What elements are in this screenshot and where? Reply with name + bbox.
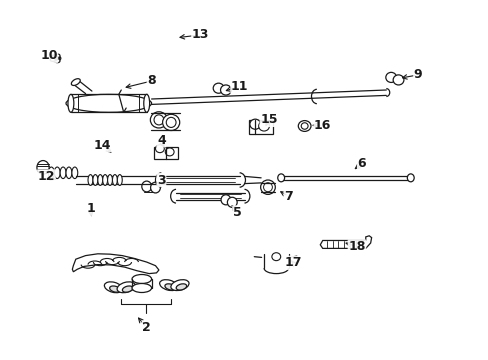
Text: 6: 6 [357, 157, 366, 170]
Ellipse shape [298, 121, 310, 131]
Bar [249, 120, 272, 134]
Ellipse shape [117, 282, 135, 293]
Text: 5: 5 [232, 206, 241, 219]
Ellipse shape [170, 280, 189, 291]
Ellipse shape [143, 94, 149, 112]
Ellipse shape [60, 167, 66, 179]
Ellipse shape [392, 75, 403, 85]
Ellipse shape [71, 79, 80, 85]
Bar [154, 147, 178, 159]
Ellipse shape [50, 55, 61, 61]
Text: 12: 12 [38, 170, 55, 183]
Text: 10: 10 [40, 49, 58, 62]
Text: 2: 2 [142, 321, 151, 334]
Ellipse shape [54, 167, 60, 179]
Ellipse shape [249, 119, 260, 129]
Text: 13: 13 [191, 28, 209, 41]
Text: 3: 3 [157, 174, 165, 186]
Ellipse shape [150, 112, 167, 128]
Ellipse shape [162, 114, 180, 130]
Ellipse shape [132, 274, 151, 284]
Ellipse shape [176, 284, 186, 290]
Ellipse shape [385, 72, 396, 82]
Ellipse shape [258, 121, 269, 131]
Polygon shape [320, 236, 371, 248]
Ellipse shape [117, 175, 122, 185]
Ellipse shape [142, 181, 151, 192]
Text: 7: 7 [284, 190, 292, 203]
Ellipse shape [164, 284, 175, 290]
Ellipse shape [213, 83, 224, 93]
Ellipse shape [109, 286, 120, 292]
Ellipse shape [407, 174, 413, 182]
Ellipse shape [98, 175, 102, 185]
Ellipse shape [260, 180, 275, 194]
Text: 11: 11 [230, 80, 248, 93]
Text: 16: 16 [313, 119, 331, 132]
Ellipse shape [37, 161, 49, 174]
Ellipse shape [68, 94, 74, 112]
Text: 8: 8 [147, 75, 156, 87]
Text: 4: 4 [157, 134, 165, 147]
Ellipse shape [227, 197, 237, 207]
Ellipse shape [166, 117, 176, 127]
Text: 1: 1 [86, 202, 95, 215]
Ellipse shape [88, 175, 93, 185]
Ellipse shape [112, 175, 117, 185]
Ellipse shape [220, 85, 231, 95]
Polygon shape [72, 254, 159, 274]
Ellipse shape [301, 123, 307, 129]
Ellipse shape [154, 115, 163, 125]
Ellipse shape [102, 175, 107, 185]
Text: 17: 17 [284, 256, 302, 269]
Ellipse shape [72, 167, 78, 179]
Ellipse shape [93, 175, 98, 185]
Ellipse shape [132, 284, 151, 292]
Ellipse shape [159, 280, 178, 291]
Ellipse shape [50, 55, 60, 63]
Text: 9: 9 [413, 68, 422, 81]
Ellipse shape [104, 282, 122, 293]
Text: 14: 14 [94, 139, 111, 152]
Ellipse shape [66, 167, 72, 179]
Ellipse shape [277, 174, 284, 182]
Ellipse shape [155, 145, 164, 153]
Ellipse shape [221, 195, 230, 205]
Ellipse shape [48, 167, 54, 179]
Ellipse shape [122, 286, 133, 292]
Ellipse shape [107, 175, 112, 185]
Text: 18: 18 [347, 240, 365, 253]
Text: 15: 15 [260, 113, 277, 126]
Ellipse shape [165, 148, 174, 156]
Ellipse shape [50, 54, 60, 61]
Ellipse shape [271, 253, 280, 261]
Ellipse shape [150, 182, 160, 193]
Ellipse shape [263, 183, 272, 192]
